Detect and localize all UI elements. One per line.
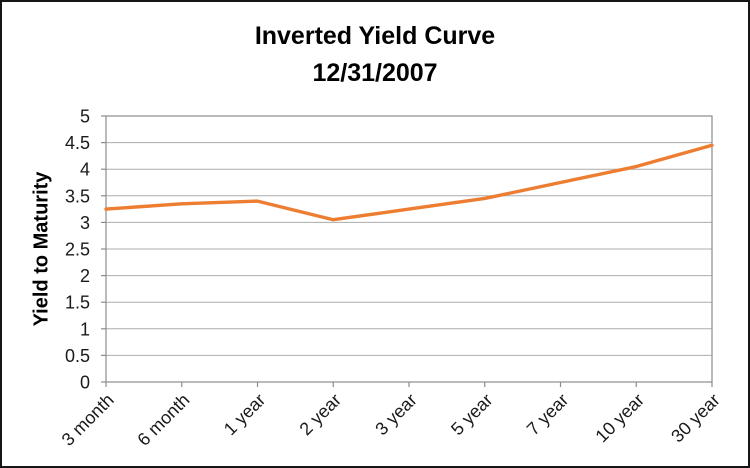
y-tick-label: 1 — [80, 319, 90, 339]
x-category-label: 30 year — [667, 390, 724, 447]
yield-curve-line — [104, 143, 714, 222]
chart-title-line2: 12/31/2007 — [312, 59, 438, 87]
x-axis-ticks — [105, 382, 713, 387]
y-axis-title: Yield to Maturity — [30, 171, 53, 327]
x-category-label: 7 year — [523, 390, 573, 440]
x-axis-category-labels: 3 month 6 month 1 year 2 year 3 year 5 year 7 … — [58, 390, 724, 450]
x-category-label: 6 month — [133, 390, 193, 450]
x-category-label: 3 month — [58, 390, 118, 450]
x-category-label: 2 year — [296, 390, 346, 440]
y-tick-label: 1.5 — [65, 293, 90, 313]
x-category-label: 3 year — [371, 390, 421, 440]
y-tick-label: 2 — [80, 266, 90, 286]
y-axis-ticks — [101, 115, 106, 383]
y-tick-label: 5 — [80, 107, 90, 127]
y-axis-tick-labels: 0 0.5 1 1.5 2 2.5 3 3.5 4 4.5 5 — [65, 107, 90, 393]
chart-title-line1: Inverted Yield Curve — [254, 22, 496, 50]
y-tick-label: 0.5 — [65, 346, 90, 366]
y-tick-label: 4 — [80, 160, 90, 180]
x-category-label: 1 year — [220, 390, 270, 440]
x-category-label: 5 year — [447, 390, 497, 440]
gridlines — [106, 142, 712, 356]
chart-title: Inverted Yield Curve 12/31/2007 — [2, 18, 748, 92]
y-tick-label: 2.5 — [65, 240, 90, 260]
y-tick-label: 4.5 — [65, 133, 90, 153]
y-tick-label: 3.5 — [65, 186, 90, 206]
y-tick-label: 3 — [80, 213, 90, 233]
y-tick-label: 0 — [80, 373, 90, 393]
x-category-label: 10 year — [591, 390, 648, 447]
